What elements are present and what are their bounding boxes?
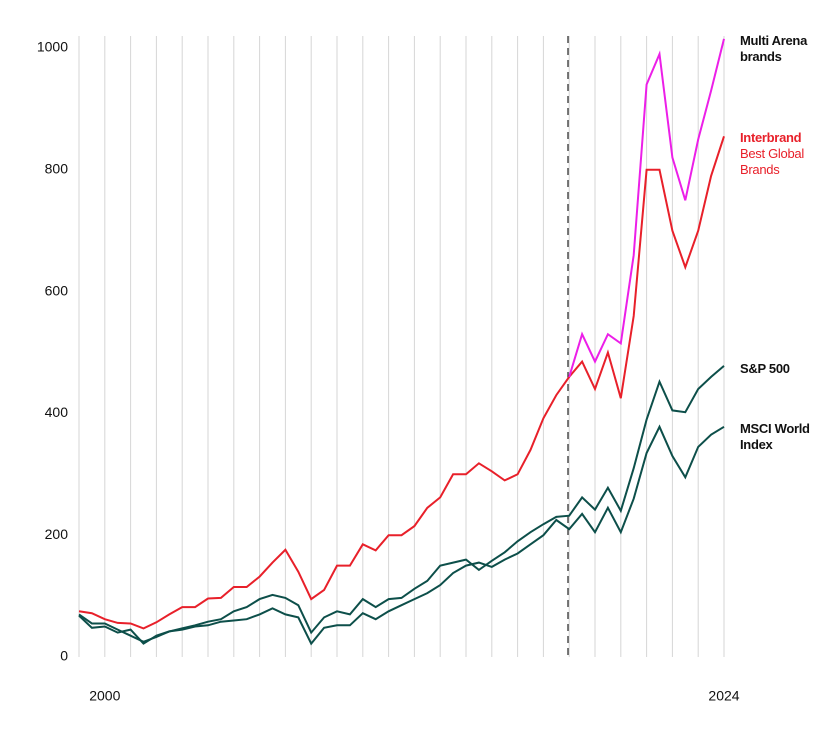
y-tick-label: 800 (45, 161, 69, 177)
series-label: Multi Arena brands (740, 32, 808, 64)
series-label: MSCI World Index (740, 420, 810, 452)
series-line (78, 135, 725, 630)
y-tick-label: 600 (45, 282, 69, 298)
y-tick-label: 0 (60, 648, 68, 664)
y-tick-label: 400 (45, 404, 69, 420)
series-line (568, 38, 725, 378)
y-tick-label: 1000 (37, 39, 68, 55)
x-tick-label: 2000 (89, 688, 120, 704)
series-line (78, 365, 725, 643)
series-label: S&P 500 (740, 360, 790, 376)
series-line (78, 424, 725, 646)
series-label: Interbrand Best Global Brands (740, 130, 804, 178)
y-tick-label: 200 (45, 526, 69, 542)
x-tick-label: 2024 (708, 688, 739, 704)
